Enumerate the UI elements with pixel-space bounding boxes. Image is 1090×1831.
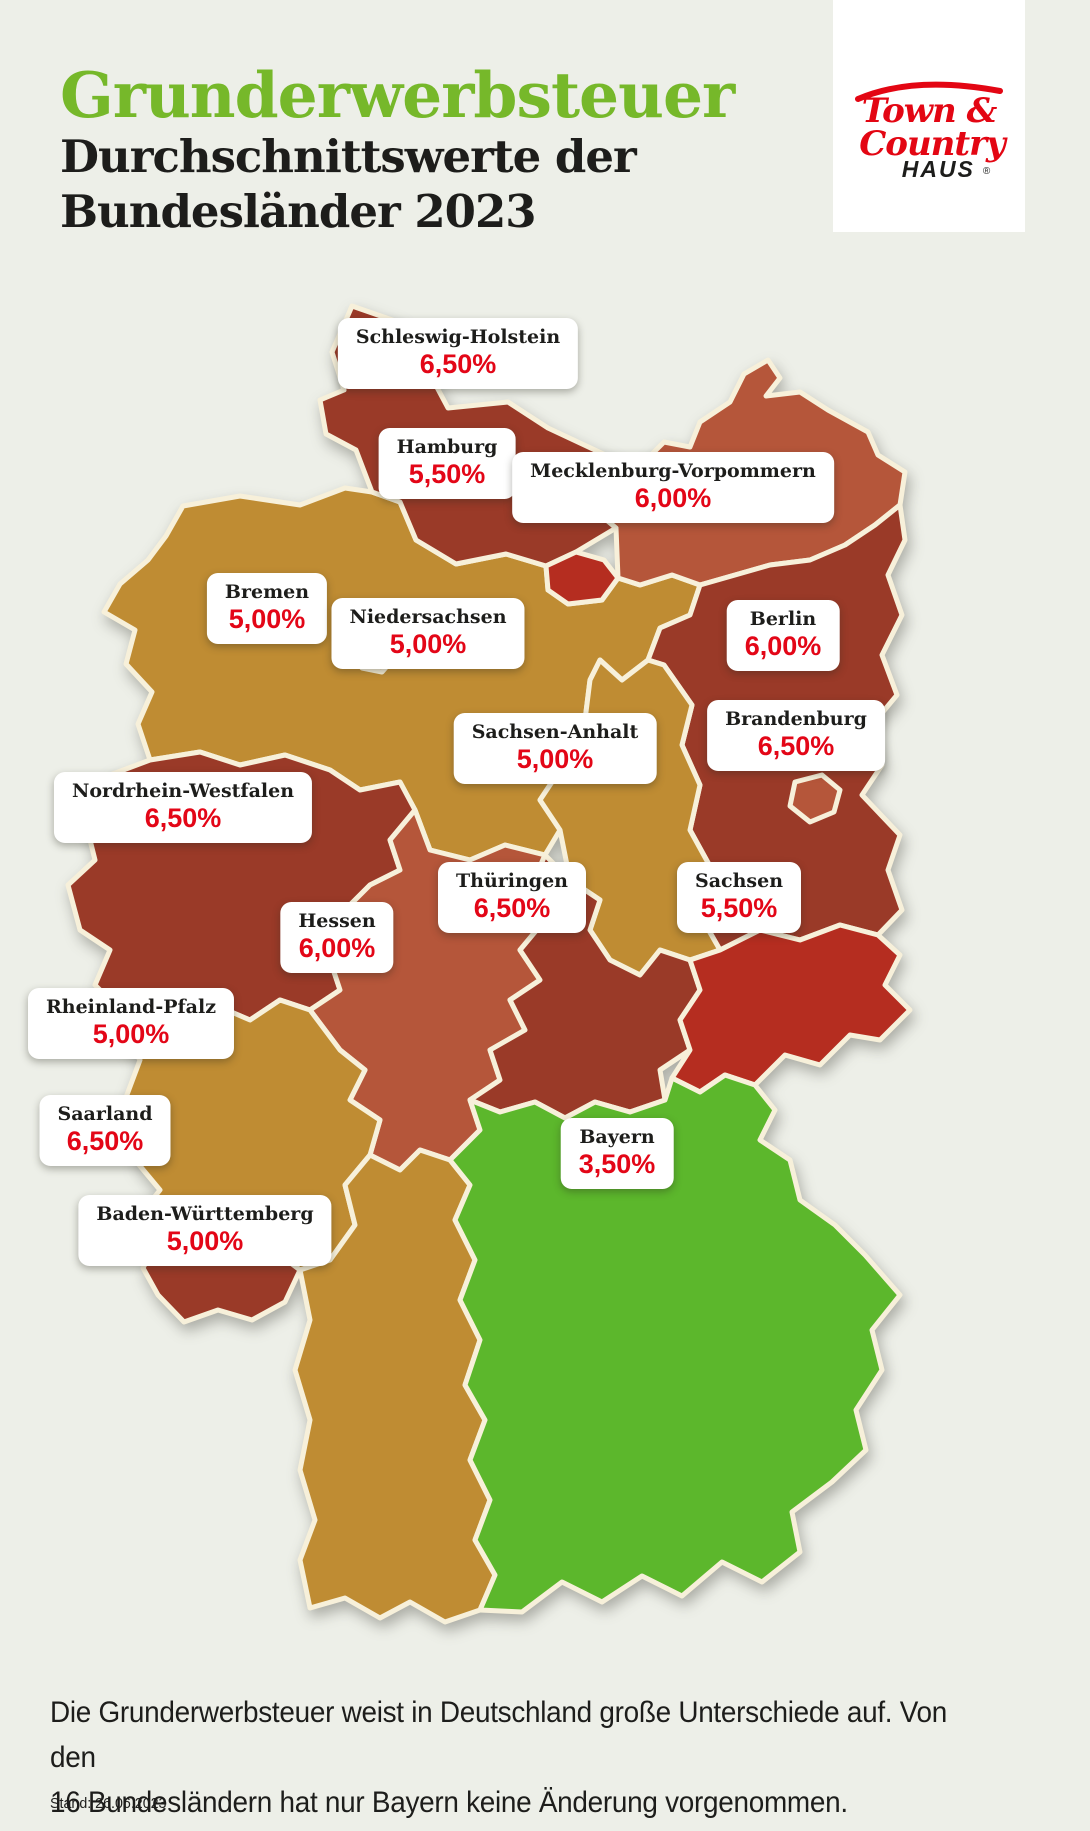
state-value: 6,00% — [634, 482, 712, 513]
page-title: Grunderwerbsteuer — [60, 58, 735, 132]
state-value: 5,00% — [389, 628, 467, 659]
state-label-nordrhein-westfalen: Nordrhein-Westfalen 6,50% — [53, 772, 313, 843]
state-value: 5,50% — [408, 458, 486, 489]
state-value: 5,00% — [228, 603, 306, 634]
state-label-mecklenburg-vorpommern: Mecklenburg-Vorpommern 6,00% — [512, 452, 834, 523]
state-shape-sachsen — [669, 922, 913, 1095]
town-and-country-logo: Town & Country HAUS ® — [833, 0, 1025, 232]
state-name: Bremen — [224, 581, 310, 603]
state-label-saarland: Saarland 6,50% — [39, 1095, 171, 1166]
state-name: Brandenburg — [725, 708, 867, 730]
state-value: 5,00% — [516, 743, 594, 774]
state-name: Rheinland-Pfalz — [45, 996, 217, 1018]
state-name: Niedersachsen — [349, 606, 507, 628]
state-label-rheinland-pfalz: Rheinland-Pfalz 5,00% — [27, 988, 235, 1059]
state-shape-berlin — [787, 772, 843, 825]
state-label-sachsen: Sachsen 5,50% — [676, 862, 802, 933]
logo-text-town: Town & — [861, 90, 998, 131]
state-label-sachsen-anhalt: Sachsen-Anhalt 5,00% — [453, 713, 657, 784]
page-subtitle: Durchschnittswerte der Bundesländer 2023 — [60, 130, 637, 238]
state-value: 3,50% — [578, 1148, 656, 1179]
state-name: Bayern — [579, 1126, 655, 1148]
state-name: Thüringen — [456, 870, 568, 892]
state-label-bremen: Bremen 5,00% — [206, 573, 328, 644]
state-label-thueringen: Thüringen 6,50% — [438, 862, 586, 933]
state-label-hessen: Hessen 6,00% — [280, 902, 394, 973]
state-label-bayern: Bayern 3,50% — [560, 1118, 674, 1189]
state-value: 6,50% — [473, 892, 551, 923]
state-name: Hessen — [298, 910, 376, 932]
state-value: 6,50% — [419, 348, 497, 379]
state-value: 6,50% — [144, 802, 222, 833]
logo-text-country: Country — [859, 123, 1006, 164]
state-shape-hamburg — [543, 549, 621, 607]
state-name: Sachsen — [694, 870, 784, 892]
data-status-date: Stand: 26.06.2023 — [50, 1795, 167, 1812]
state-name: Schleswig-Holstein — [355, 326, 561, 348]
state-value: 6,50% — [757, 730, 835, 761]
state-value: 6,50% — [66, 1125, 144, 1156]
state-name: Mecklenburg-Vorpommern — [530, 460, 816, 482]
state-name: Nordrhein-Westfalen — [71, 780, 295, 802]
state-name: Sachsen-Anhalt — [471, 721, 639, 743]
state-label-schleswig-holstein: Schleswig-Holstein 6,50% — [337, 318, 579, 389]
state-name: Berlin — [749, 608, 817, 630]
state-value: 6,00% — [298, 932, 376, 963]
state-label-baden-wuerttemberg: Baden-Württemberg 5,00% — [78, 1195, 332, 1266]
state-value: 5,00% — [166, 1225, 244, 1256]
registered-trademark-icon: ® — [982, 166, 991, 178]
state-label-berlin: Berlin 6,00% — [726, 600, 840, 671]
state-value: 6,00% — [744, 630, 822, 661]
footer-summary-text: Die Grunderwerbsteuer weist in Deutschla… — [50, 1696, 948, 1819]
state-shape-bayern — [447, 1072, 903, 1615]
state-value: 5,50% — [700, 892, 778, 923]
state-label-hamburg: Hamburg 5,50% — [378, 428, 516, 499]
state-name: Saarland — [57, 1103, 153, 1125]
logo-text-haus: HAUS — [901, 156, 975, 183]
state-name: Hamburg — [396, 436, 498, 458]
state-name: Baden-Württemberg — [96, 1203, 314, 1225]
state-label-brandenburg: Brandenburg 6,50% — [707, 700, 885, 771]
state-label-niedersachsen: Niedersachsen 5,00% — [331, 598, 525, 669]
state-value: 5,00% — [92, 1018, 170, 1049]
logo-roof-swoosh-icon — [855, 81, 1003, 102]
